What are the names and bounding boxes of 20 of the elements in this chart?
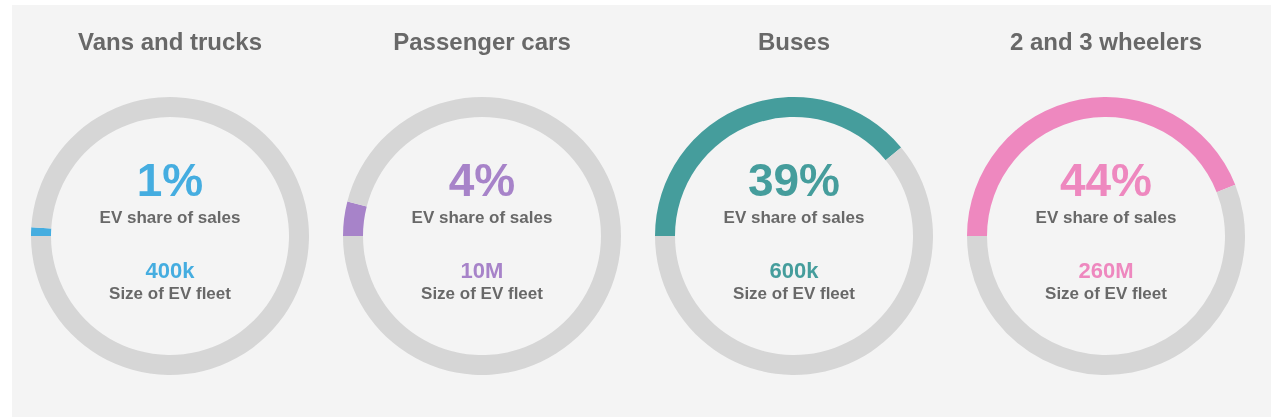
text: EV share of sales [1035,207,1177,227]
text: 44% [1059,154,1153,206]
chart-title: 2 and 3 wheelers [1009,27,1203,55]
text: 4% [448,154,516,206]
text: 1% [136,154,204,206]
text: 10M [460,257,504,283]
text: 39% [747,154,841,206]
text: 600k [769,257,820,283]
text: Size of EV fleet [733,283,856,303]
chart-title: Vans and trucks [77,27,263,55]
text: EV share of sales [99,207,241,227]
text: Size of EV fleet [109,283,232,303]
text: EV share of sales [723,207,865,227]
text: Size of EV fleet [421,283,544,303]
chart-title: Buses [757,27,831,55]
text: 400k [145,257,196,283]
chart-title: Passenger cars [393,27,571,55]
text: 260M [1078,257,1134,283]
text: Size of EV fleet [1045,283,1168,303]
text: EV share of sales [411,207,553,227]
